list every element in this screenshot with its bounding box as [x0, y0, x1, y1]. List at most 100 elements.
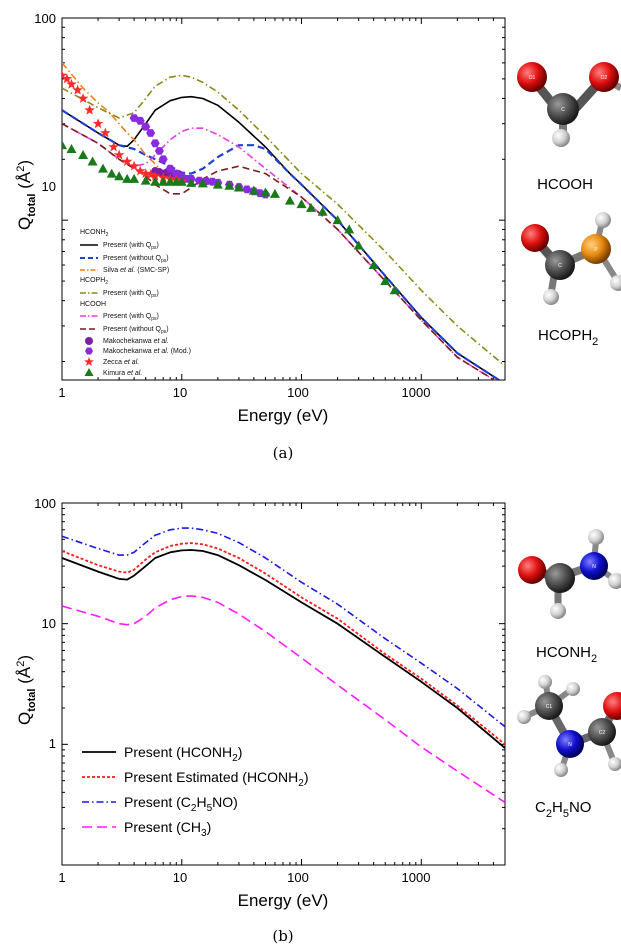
data-point-kimura [380, 276, 391, 286]
data-point-makochekanawa_mod [154, 147, 164, 155]
chart-b-ylabel: Qtotal (Å2) [15, 655, 38, 725]
atom-label: O2 [601, 75, 608, 81]
data-point-kimura [78, 150, 89, 160]
oxygen-atom [589, 62, 619, 92]
chart-a-xtick-100: 100 [287, 385, 309, 400]
series-line-silva [62, 62, 183, 186]
legend-a-entry-8: Makochekanwa et al. (Mod.) [103, 348, 191, 355]
oxygen-atom [517, 62, 547, 92]
data-point-makochekanawa_mod [141, 122, 151, 131]
panel-b-label: (b) [272, 927, 293, 945]
data-point-makochekanawa_mod [146, 129, 156, 137]
data-point-kimura [197, 178, 208, 188]
data-point-kimura [233, 182, 244, 192]
oxygen-atom [603, 692, 621, 720]
chart-b-xlabel: Energy (eV) [238, 891, 329, 910]
legend-a-entry-3: Silva et al. (SMC-SP) [103, 267, 169, 274]
molecule-label-hcooh: HCOOH [537, 176, 593, 193]
series-line-ch3 [62, 595, 505, 804]
data-point-zecca [100, 127, 111, 138]
chart-b-xtick-1000: 1000 [402, 870, 431, 885]
legend-a-entry-4: Present (with Qps) [103, 290, 159, 299]
hydrogen-atom [552, 129, 570, 147]
hydrogen-atom [554, 763, 568, 777]
hydrogen-atom [550, 603, 566, 619]
legend-b-entry-2: Present Estimated (HCONH2) [124, 769, 309, 789]
legend-a-entry-2: Present (without Qps) [103, 255, 169, 264]
legend-a-entry-5: Present (with Qps) [103, 313, 159, 322]
molecule-label-hconh2: HCONH2 [536, 644, 597, 665]
legend-a-header-hcoph2: HCOPH2 [80, 277, 108, 286]
hydrogen-atom [566, 682, 580, 696]
legend-b-entry-3: Present (C2H5NO) [124, 794, 238, 814]
data-point-kimura [306, 202, 317, 212]
molecule-label-hcoph2: HCOPH2 [538, 327, 598, 348]
oxygen-atom [521, 224, 549, 252]
legend-a-marker-hexagon [85, 347, 93, 355]
legend-b-entry-1: Present (HCONH2) [124, 744, 242, 764]
oxygen-atom [518, 556, 546, 584]
data-point-kimura [140, 175, 151, 185]
chart-a: 1 10 100 1000 10 100 Energy (eV) Qtotal … [15, 11, 506, 462]
hydrogen-atom [538, 675, 552, 689]
data-point-makochekanawa_mod [242, 185, 252, 194]
atom-label: C [558, 263, 562, 269]
data-point-kimura [269, 188, 280, 198]
data-point-zecca [84, 104, 95, 115]
atom-label: N [568, 742, 572, 748]
data-point-makochekanawa_mod [165, 164, 175, 173]
data-point-makochekanawa_mod [158, 155, 168, 164]
series-line-c2h5no [62, 527, 505, 728]
atom-label: C [561, 107, 565, 113]
chart-a-ytick-10: 10 [42, 179, 56, 194]
data-point-zecca [128, 160, 140, 171]
hydrogen-atom [608, 573, 621, 589]
legend-a-marker-star [84, 357, 94, 366]
chart-a-ticks [61, 17, 506, 380]
series-line-hconh2 [62, 549, 505, 749]
nitrogen-atom [556, 730, 584, 758]
data-point-kimura [114, 171, 125, 181]
data-point-zecca [108, 141, 119, 152]
chart-b-xtick-100: 100 [287, 870, 309, 885]
chart-a-legend: HCONH2 Present (with Qps) Present (witho… [80, 229, 191, 377]
chart-a-ylabel: Qtotal (Å2) [15, 160, 38, 230]
data-point-makochekanawa_mod [135, 116, 145, 125]
legend-a-entry-10: Kimura et al. [103, 370, 142, 377]
chart-a-frame [61, 17, 506, 381]
carbon-atom [547, 93, 579, 125]
chart-b-xtick-10: 10 [173, 870, 187, 885]
data-point-kimura [332, 215, 343, 225]
legend-a-entry-9: Zecca et al. [103, 359, 139, 366]
atom-label: P [594, 247, 598, 253]
chart-b-ytick-100: 100 [34, 496, 56, 511]
data-point-zecca [92, 118, 104, 129]
chart-b-ytick-1: 1 [49, 736, 56, 751]
data-point-zecca [62, 73, 73, 84]
data-point-kimura [98, 163, 109, 173]
chart-b-ticks [61, 502, 506, 866]
data-point-zecca [150, 170, 161, 181]
chart-b-legend: Present (HCONH2) Present Estimated (HCON… [82, 744, 309, 839]
data-point-makochekanawa_mod [150, 139, 160, 148]
panel-a-label: (a) [273, 444, 294, 462]
hydrogen-atom [595, 212, 611, 228]
data-point-kimura [296, 199, 307, 209]
data-point-kimura [389, 285, 400, 295]
data-point-kimura [368, 260, 379, 270]
chart-b: 1 10 100 1000 1 10 100 Energy (eV) Qtota… [15, 496, 506, 945]
chart-b-ytick-10: 10 [42, 616, 56, 631]
series-line-hconh2_without [62, 109, 501, 380]
data-point-kimura [317, 206, 328, 216]
data-point-kimura [186, 177, 197, 187]
atom-label: N [592, 564, 596, 570]
data-point-kimura [87, 156, 98, 166]
legend-a-marker-triangle [84, 368, 94, 376]
data-point-kimura [62, 140, 67, 150]
chart-b-series [62, 527, 505, 804]
data-point-zecca [72, 84, 83, 95]
legend-a-entry-1: Present (with Qps) [103, 242, 159, 251]
data-point-zecca [135, 165, 146, 176]
carbon-atom [535, 692, 563, 720]
molecule-hconh2: N HCONH2 [518, 529, 621, 665]
